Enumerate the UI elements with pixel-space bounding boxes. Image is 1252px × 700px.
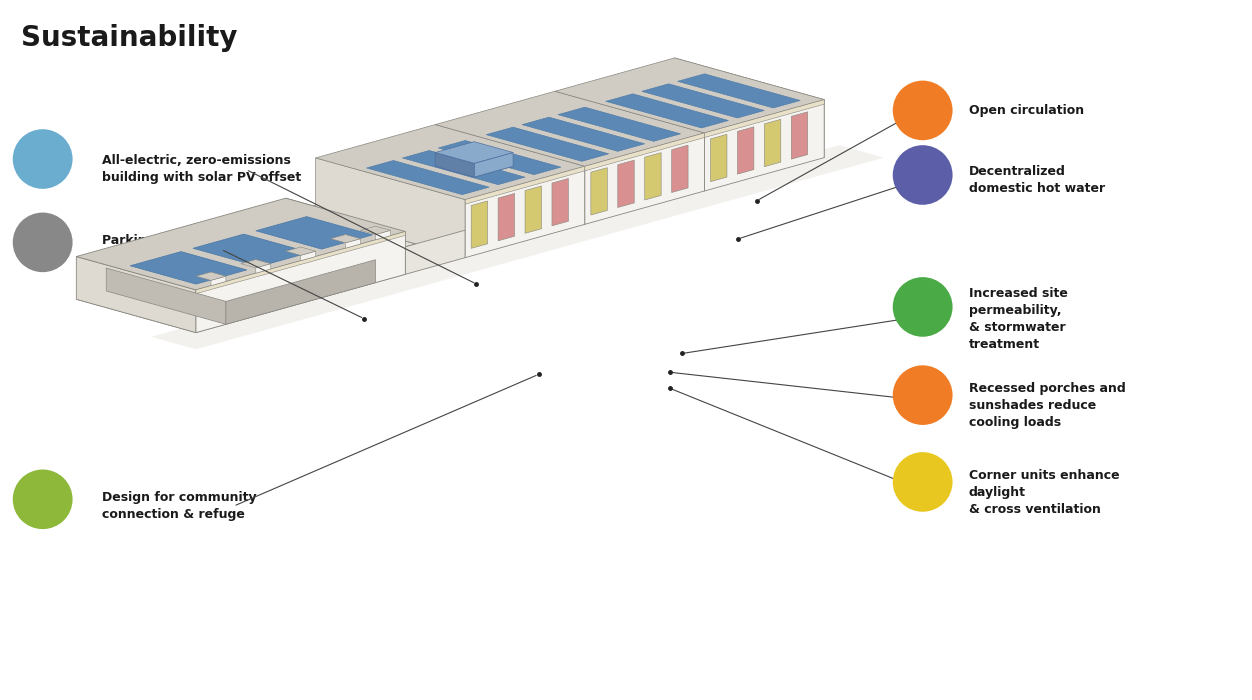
Polygon shape — [331, 234, 361, 243]
Polygon shape — [525, 186, 542, 233]
Polygon shape — [675, 58, 824, 158]
Polygon shape — [617, 160, 635, 207]
Polygon shape — [642, 84, 765, 118]
Ellipse shape — [893, 277, 953, 337]
Polygon shape — [240, 260, 270, 268]
Text: Design for community
connection & refuge: Design for community connection & refuge — [103, 491, 257, 522]
Ellipse shape — [893, 145, 953, 205]
Polygon shape — [316, 158, 466, 258]
Polygon shape — [671, 145, 689, 193]
Polygon shape — [645, 153, 661, 200]
Polygon shape — [361, 226, 391, 234]
Polygon shape — [225, 260, 376, 324]
Ellipse shape — [13, 470, 73, 529]
Polygon shape — [558, 107, 681, 141]
Polygon shape — [710, 134, 727, 182]
Polygon shape — [197, 272, 225, 280]
Polygon shape — [498, 193, 515, 241]
Polygon shape — [471, 201, 487, 248]
Text: Increased site
permeability,
& stormwater
treatment: Increased site permeability, & stormwate… — [969, 287, 1068, 351]
Polygon shape — [210, 276, 225, 286]
Ellipse shape — [13, 130, 73, 189]
Text: Recessed porches and
sunshades reduce
cooling loads: Recessed porches and sunshades reduce co… — [969, 382, 1126, 429]
Polygon shape — [737, 127, 754, 174]
Polygon shape — [255, 207, 495, 274]
Polygon shape — [193, 234, 309, 267]
Polygon shape — [486, 127, 608, 161]
Polygon shape — [285, 197, 466, 247]
Polygon shape — [76, 198, 406, 290]
Text: Open circulation: Open circulation — [969, 104, 1084, 117]
Polygon shape — [436, 91, 705, 166]
Polygon shape — [197, 232, 406, 332]
Polygon shape — [791, 112, 808, 159]
Polygon shape — [300, 251, 316, 260]
Polygon shape — [255, 216, 373, 249]
Polygon shape — [76, 256, 197, 332]
Polygon shape — [316, 158, 495, 207]
Text: Decentralized
domestic hot water: Decentralized domestic hot water — [969, 165, 1106, 195]
Polygon shape — [466, 166, 585, 204]
Polygon shape — [555, 58, 824, 133]
Polygon shape — [591, 167, 607, 215]
Polygon shape — [677, 74, 800, 108]
Polygon shape — [555, 91, 705, 191]
Polygon shape — [765, 119, 781, 167]
Polygon shape — [436, 153, 475, 177]
Polygon shape — [436, 155, 513, 177]
Text: All-electric, zero-emissions
building with solar PV offset: All-electric, zero-emissions building wi… — [103, 155, 302, 184]
Polygon shape — [585, 133, 705, 224]
Polygon shape — [466, 166, 585, 258]
Polygon shape — [522, 117, 645, 151]
Polygon shape — [406, 230, 466, 274]
Polygon shape — [402, 150, 525, 185]
Polygon shape — [130, 251, 247, 284]
Polygon shape — [552, 178, 568, 226]
Ellipse shape — [893, 365, 953, 425]
Polygon shape — [606, 94, 729, 128]
Polygon shape — [436, 125, 585, 224]
Polygon shape — [197, 232, 406, 294]
Polygon shape — [475, 153, 513, 177]
Polygon shape — [438, 141, 561, 175]
Polygon shape — [367, 160, 490, 195]
Polygon shape — [376, 230, 391, 240]
Ellipse shape — [13, 213, 73, 272]
Polygon shape — [106, 268, 225, 324]
Polygon shape — [255, 264, 270, 273]
Polygon shape — [285, 247, 316, 256]
Polygon shape — [346, 158, 466, 190]
Polygon shape — [151, 145, 884, 349]
Text: Parking wrapped
with active uses: Parking wrapped with active uses — [103, 234, 222, 265]
Polygon shape — [436, 141, 513, 163]
Polygon shape — [705, 99, 824, 191]
Polygon shape — [76, 241, 406, 332]
Ellipse shape — [893, 80, 953, 140]
Polygon shape — [705, 99, 824, 137]
Polygon shape — [346, 239, 361, 248]
Polygon shape — [316, 125, 585, 200]
Polygon shape — [285, 198, 406, 274]
Text: Sustainability: Sustainability — [21, 24, 238, 52]
Ellipse shape — [893, 452, 953, 512]
Polygon shape — [346, 197, 466, 258]
Polygon shape — [466, 124, 585, 158]
Polygon shape — [585, 133, 705, 171]
Text: Corner units enhance
daylight
& cross ventilation: Corner units enhance daylight & cross ve… — [969, 469, 1119, 516]
